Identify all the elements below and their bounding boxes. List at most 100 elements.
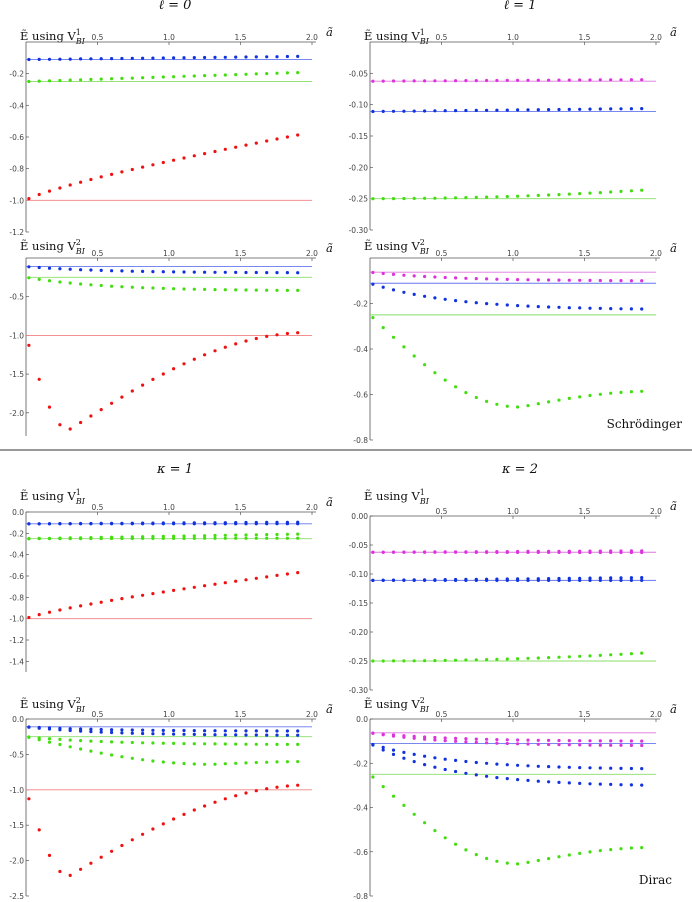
data-point bbox=[619, 847, 623, 851]
data-point bbox=[265, 522, 269, 526]
data-point bbox=[557, 855, 561, 859]
data-point bbox=[464, 108, 468, 113]
data-point bbox=[99, 536, 103, 541]
data-point bbox=[598, 782, 602, 786]
data-point bbox=[182, 534, 186, 538]
data-point bbox=[495, 302, 499, 306]
data-point bbox=[423, 109, 427, 113]
data-point bbox=[151, 56, 155, 60]
data-point bbox=[371, 270, 375, 275]
data-point bbox=[99, 730, 103, 734]
x-axis-label: ã bbox=[670, 499, 677, 513]
data-point bbox=[495, 578, 499, 583]
data-point bbox=[629, 739, 634, 743]
data-point bbox=[234, 761, 238, 765]
data-point bbox=[47, 610, 52, 614]
data-point bbox=[402, 345, 406, 349]
data-point bbox=[99, 751, 103, 755]
data-point bbox=[640, 743, 644, 748]
x-tick-label: 0.5 bbox=[436, 33, 448, 42]
data-point bbox=[79, 420, 83, 425]
y-tick-label: -1.2 bbox=[9, 228, 24, 237]
data-point bbox=[110, 740, 114, 744]
data-point bbox=[89, 283, 93, 287]
data-point bbox=[495, 657, 499, 661]
data-point bbox=[254, 733, 258, 737]
data-point bbox=[110, 849, 114, 853]
y-tick-label: -0.15 bbox=[349, 132, 369, 141]
data-point bbox=[285, 135, 289, 139]
data-point bbox=[619, 739, 623, 743]
data-point bbox=[619, 783, 623, 787]
data-point bbox=[68, 606, 72, 610]
data-point bbox=[547, 857, 551, 861]
data-point bbox=[412, 79, 416, 83]
x-tick-label: 1.0 bbox=[507, 507, 519, 516]
y-tick-label: -0.20 bbox=[349, 163, 369, 172]
data-point bbox=[130, 728, 134, 732]
data-point bbox=[172, 761, 176, 765]
data-point bbox=[37, 377, 41, 381]
data-point bbox=[588, 550, 592, 555]
data-point bbox=[474, 740, 478, 745]
data-point bbox=[474, 108, 478, 112]
data-point bbox=[598, 739, 602, 743]
data-point bbox=[130, 536, 134, 541]
data-point bbox=[598, 653, 602, 658]
data-point bbox=[285, 54, 289, 59]
data-point bbox=[547, 108, 551, 112]
data-point bbox=[130, 522, 134, 526]
data-point bbox=[402, 273, 406, 277]
data-point bbox=[172, 56, 176, 60]
data-point bbox=[578, 306, 582, 310]
data-point bbox=[110, 57, 114, 61]
x-axis-label: ã bbox=[670, 25, 677, 39]
y-tick-label: -0.25 bbox=[349, 195, 369, 204]
data-point bbox=[244, 733, 248, 737]
data-point bbox=[433, 550, 437, 554]
series-green bbox=[27, 276, 300, 292]
data-point bbox=[391, 288, 396, 292]
data-point bbox=[485, 550, 489, 555]
data-point bbox=[526, 578, 530, 583]
data-point bbox=[381, 550, 385, 554]
data-point bbox=[223, 536, 227, 540]
data-point bbox=[223, 762, 227, 766]
data-point bbox=[47, 405, 52, 409]
data-point bbox=[485, 658, 489, 662]
data-point bbox=[557, 193, 561, 197]
data-point bbox=[203, 729, 207, 733]
data-point bbox=[120, 597, 124, 601]
data-point bbox=[567, 306, 571, 310]
y-tick-label: -0.8 bbox=[9, 593, 24, 602]
data-point bbox=[161, 536, 165, 541]
data-point bbox=[640, 767, 644, 771]
data-point bbox=[110, 598, 114, 603]
data-point bbox=[391, 752, 396, 757]
data-point bbox=[454, 196, 458, 200]
data-point bbox=[161, 270, 165, 274]
data-point bbox=[130, 167, 134, 172]
data-point bbox=[265, 742, 269, 746]
data-point bbox=[110, 269, 114, 273]
data-point bbox=[454, 276, 458, 280]
data-point bbox=[275, 536, 279, 540]
data-point bbox=[47, 737, 52, 741]
data-point bbox=[598, 849, 602, 853]
x-tick-label: 1.0 bbox=[507, 33, 519, 42]
data-point bbox=[275, 733, 279, 737]
data-point bbox=[151, 270, 155, 274]
data-point bbox=[640, 550, 644, 555]
data-point bbox=[254, 536, 258, 540]
data-point bbox=[588, 306, 592, 310]
data-point bbox=[640, 578, 644, 583]
data-point bbox=[79, 537, 83, 541]
data-point bbox=[433, 738, 437, 742]
y-tick-label: -1.0 bbox=[9, 331, 24, 340]
data-point bbox=[423, 763, 427, 767]
data-point bbox=[203, 353, 207, 357]
data-point bbox=[213, 522, 217, 526]
data-point bbox=[516, 405, 520, 409]
data-point bbox=[505, 657, 509, 661]
data-point bbox=[254, 729, 258, 733]
